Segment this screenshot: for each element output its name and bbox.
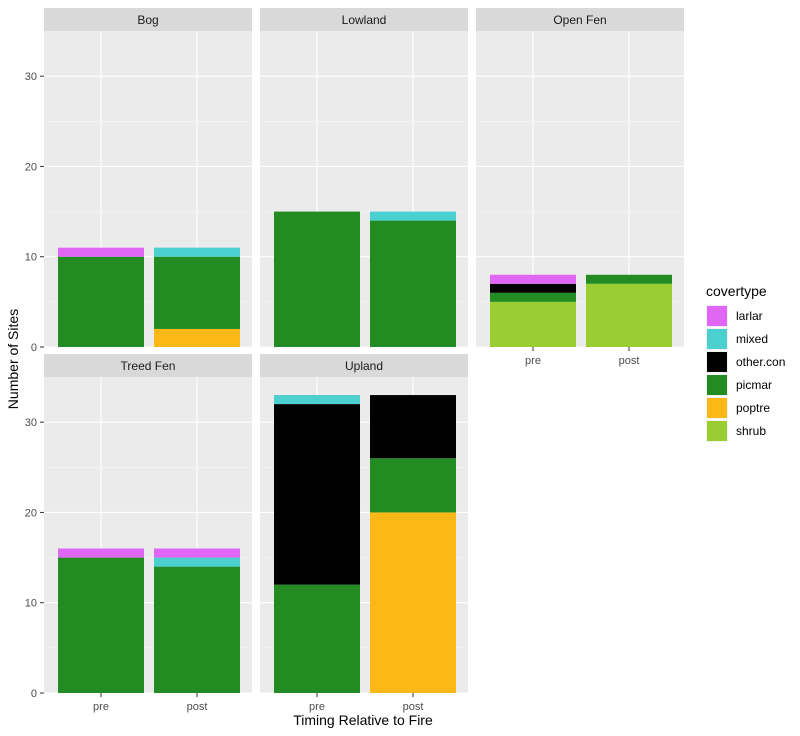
- legend-key-picmar: [707, 375, 727, 395]
- legend-label-shrub: shrub: [736, 424, 766, 438]
- bar-segment-open-fen-pre-larlar: [490, 274, 576, 284]
- bar-segment-lowland-post-picmar: [370, 220, 456, 347]
- facet-title-bog: Bog: [137, 13, 158, 27]
- bar-segment-bog-pre-picmar: [58, 256, 144, 347]
- legend-title: covertype: [706, 283, 767, 299]
- bar-segment-bog-pre-larlar: [58, 247, 144, 257]
- y-tick-label: 10: [25, 598, 37, 610]
- legend-key-larlar: [707, 306, 727, 326]
- legend-key-poptre: [707, 398, 727, 418]
- legend-key-other-con: [707, 352, 727, 372]
- bar-segment-upland-post-other-con: [370, 395, 456, 459]
- y-tick-label: 20: [25, 507, 37, 519]
- bar-segment-lowland-post-mixed: [370, 211, 456, 221]
- bar-segment-open-fen-post-shrub: [586, 283, 672, 347]
- legend-key-mixed: [707, 329, 727, 349]
- y-tick-label: 0: [31, 688, 37, 700]
- bar-segment-treed-fen-post-mixed: [154, 557, 240, 567]
- x-tick-label-post: post: [187, 701, 208, 713]
- y-tick-label: 10: [25, 252, 37, 264]
- bar-segment-upland-post-poptre: [370, 512, 456, 693]
- facet-strip-open-fen: [476, 8, 684, 31]
- bar-segment-bog-post-poptre: [154, 328, 240, 347]
- y-tick-label: 20: [25, 161, 37, 173]
- bar-segment-open-fen-pre-other-con: [490, 283, 576, 293]
- bar-segment-treed-fen-pre-larlar: [58, 548, 144, 558]
- facet-strip-bog: [44, 8, 252, 31]
- y-axis-title: Number of Sites: [5, 309, 21, 409]
- bar-segment-open-fen-pre-picmar: [490, 292, 576, 302]
- y-tick-label: 30: [25, 417, 37, 429]
- bar-segment-upland-post-picmar: [370, 458, 456, 513]
- x-tick-label-pre: pre: [93, 701, 109, 713]
- legend-label-mixed: mixed: [736, 332, 768, 346]
- x-tick-label-post: post: [403, 701, 424, 713]
- bar-segment-open-fen-pre-shrub: [490, 301, 576, 347]
- facet-strip-treed-fen: [44, 354, 252, 377]
- bar-segment-treed-fen-pre-picmar: [58, 557, 144, 693]
- y-tick-label: 0: [31, 342, 37, 354]
- facet-strip-upland: [260, 354, 468, 377]
- x-axis-title: Timing Relative to Fire: [293, 712, 433, 728]
- facet-title-treed-fen: Treed Fen: [121, 359, 176, 373]
- x-tick-label-pre: pre: [525, 355, 541, 367]
- bar-segment-upland-pre-picmar: [274, 584, 360, 693]
- legend-label-other-con: other.con: [736, 355, 785, 369]
- legend-key-shrub: [707, 421, 727, 441]
- bar-segment-bog-post-mixed: [154, 247, 240, 257]
- x-tick-label-post: post: [619, 355, 640, 367]
- legend-label-poptre: poptre: [736, 401, 770, 415]
- facet-title-upland: Upland: [345, 359, 383, 373]
- legend-label-larlar: larlar: [736, 309, 763, 323]
- bar-segment-lowland-pre-picmar: [274, 211, 360, 347]
- bar-segment-upland-pre-other-con: [274, 404, 360, 585]
- bar-segment-treed-fen-post-picmar: [154, 566, 240, 693]
- x-tick-label-pre: pre: [309, 701, 325, 713]
- bar-segment-treed-fen-post-larlar: [154, 548, 240, 558]
- facet-strip-lowland: [260, 8, 468, 31]
- facet-title-lowland: Lowland: [342, 13, 387, 27]
- legend-label-picmar: picmar: [736, 378, 772, 392]
- y-tick-label: 30: [25, 71, 37, 83]
- bar-segment-open-fen-post-picmar: [586, 274, 672, 284]
- bar-segment-bog-post-picmar: [154, 256, 240, 329]
- facet-title-open-fen: Open Fen: [553, 13, 606, 27]
- bar-segment-upland-pre-mixed: [274, 395, 360, 405]
